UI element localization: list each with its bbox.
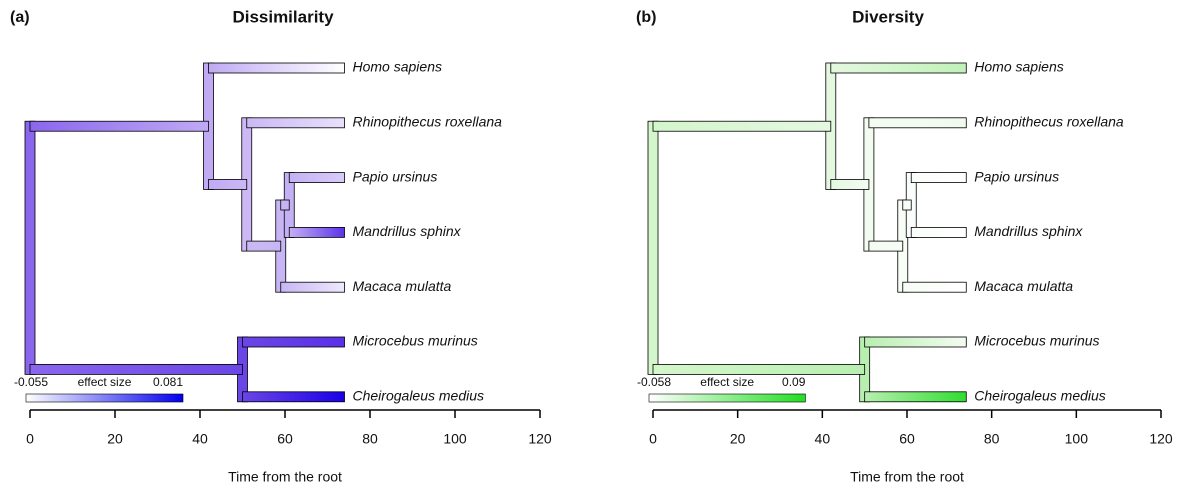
branch [864, 391, 967, 403]
x-tick-label: 120 [528, 431, 552, 447]
panel-label: (a) [10, 9, 30, 26]
x-tick-label: 80 [984, 431, 1000, 447]
tip-label: Rhinopithecus roxellana [974, 114, 1124, 130]
tip-label: Microcebus murinus [974, 333, 1099, 349]
panel-label: (b) [636, 9, 656, 26]
legend-title: effect size [78, 375, 132, 389]
tip-label: Macaca mulatta [353, 278, 452, 294]
branch [280, 281, 345, 293]
legend-max: 0.081 [153, 375, 183, 389]
legend-min: -0.058 [637, 375, 671, 389]
x-tick-label: 60 [899, 431, 915, 447]
branch [868, 117, 967, 129]
x-axis-label: Time from the root [850, 469, 964, 485]
legend-max: 0.09 [782, 375, 806, 389]
tip-label: Microcebus murinus [353, 333, 478, 349]
branch [246, 240, 282, 252]
x-tick-label: 0 [26, 431, 34, 447]
tip-label: Cheirogaleus medius [974, 388, 1106, 404]
x-axis-label: Time from the root [228, 469, 342, 485]
node-connector [647, 120, 659, 375]
branch [208, 179, 248, 190]
branch [910, 172, 967, 184]
branch [830, 179, 870, 190]
x-tick-label: 100 [443, 431, 467, 447]
branch [652, 120, 832, 132]
tip-label: Papio ursinus [353, 168, 438, 184]
x-tick-label: 60 [277, 431, 293, 447]
tip-label: Homo sapiens [974, 59, 1063, 75]
branch [910, 226, 967, 238]
branch [242, 391, 345, 403]
tip-label: Mandrillus sphinx [974, 223, 1083, 239]
legend-bar [25, 393, 184, 403]
x-tick-label: 40 [192, 431, 208, 447]
branch [652, 363, 866, 375]
branch [280, 199, 290, 211]
x-tick-label: 100 [1065, 431, 1089, 447]
tip-label: Macaca mulatta [974, 278, 1073, 294]
x-tick-label: 0 [649, 431, 657, 447]
branch [902, 281, 967, 293]
branch [830, 62, 967, 74]
x-tick-label: 80 [362, 431, 378, 447]
legend-bar [648, 393, 806, 403]
branch [868, 240, 904, 252]
node-connector [24, 120, 36, 375]
x-tick-label: 40 [815, 431, 831, 447]
branch [29, 363, 243, 375]
tip-label: Papio ursinus [974, 168, 1059, 184]
branch [208, 62, 345, 74]
panel-title: Diversity [852, 7, 924, 26]
branch [902, 199, 912, 211]
branch [242, 336, 345, 348]
branch [29, 120, 209, 132]
branch [864, 336, 967, 348]
legend-min: -0.055 [14, 375, 48, 389]
tip-label: Cheirogaleus medius [353, 388, 485, 404]
tip-label: Homo sapiens [353, 59, 443, 75]
tip-label: Rhinopithecus roxellana [353, 114, 503, 130]
x-tick-label: 20 [730, 431, 746, 447]
x-tick-label: 120 [1149, 431, 1173, 447]
legend-title: effect size [700, 375, 754, 389]
panel-title: Dissimilarity [232, 7, 334, 26]
branch [246, 117, 345, 129]
branch [288, 172, 345, 184]
x-tick-label: 20 [107, 431, 123, 447]
tip-label: Mandrillus sphinx [353, 223, 462, 239]
branch [288, 226, 345, 238]
